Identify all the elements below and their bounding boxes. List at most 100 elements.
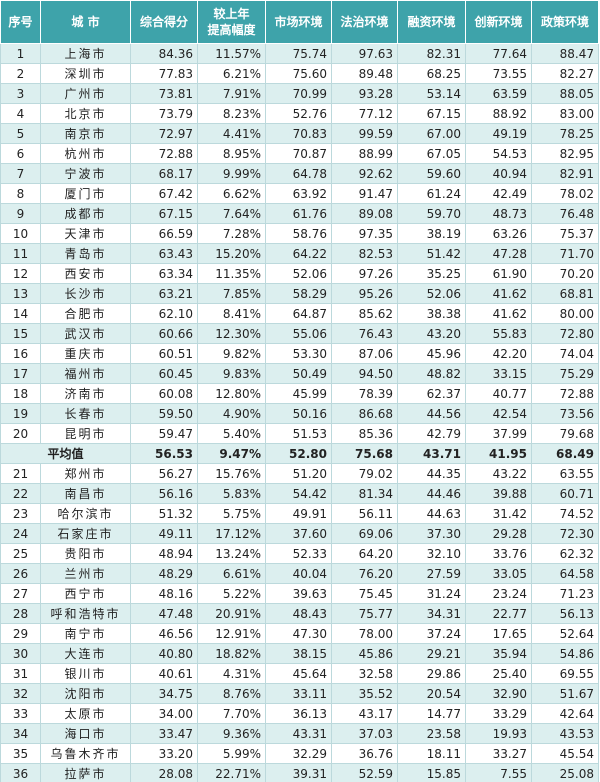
data-cell: 25.08 — [531, 763, 599, 782]
data-cell: 62.10 — [130, 303, 198, 324]
data-cell: 39.63 — [265, 583, 332, 604]
data-cell: 12.30% — [197, 323, 266, 344]
data-cell: 62.37 — [397, 383, 466, 404]
data-cell: 44.63 — [397, 503, 466, 524]
data-cell: 61.76 — [265, 203, 332, 224]
data-cell: 28.08 — [130, 763, 198, 782]
data-cell: 15.85 — [397, 763, 466, 782]
rank-cell: 20 — [0, 423, 41, 444]
rank-cell: 31 — [0, 663, 41, 684]
data-cell: 5.22% — [197, 583, 266, 604]
data-cell: 82.31 — [397, 43, 466, 64]
data-cell: 22.71% — [197, 763, 266, 782]
data-cell: 50.49 — [265, 363, 332, 384]
data-cell: 31.24 — [397, 583, 466, 604]
table-row: 11 青岛市 63.43 15.20% 64.22 82.53 51.42 47.28 71.7… — [0, 243, 599, 264]
table-row: 24 石家庄市 49.11 17.12% 37.60 69.06 37.30 29.28 72.… — [0, 523, 599, 544]
data-cell: 49.19 — [465, 123, 532, 144]
rank-cell: 15 — [0, 323, 41, 344]
data-cell: 75.68 — [331, 443, 398, 464]
table-row: 34 海口市 33.47 9.36% 43.31 37.03 23.58 19.93 43.53 — [0, 723, 599, 744]
data-cell: 77.83 — [130, 63, 198, 84]
data-cell: 61.24 — [397, 183, 466, 204]
data-cell: 7.85% — [197, 283, 266, 304]
data-cell: 45.99 — [265, 383, 332, 404]
data-cell: 63.26 — [465, 223, 532, 244]
data-cell: 42.79 — [397, 423, 466, 444]
table-row: 25 贵阳市 48.94 13.24% 52.33 64.20 32.10 33.76 62.3… — [0, 543, 599, 564]
data-cell: 43.17 — [331, 703, 398, 724]
data-cell: 54.86 — [531, 643, 599, 664]
data-cell: 8.23% — [197, 103, 266, 124]
rank-cell: 32 — [0, 683, 41, 704]
table-row: 30 大连市 40.80 18.82% 38.15 45.86 29.21 35.94 54.8… — [0, 643, 599, 664]
table-row: 35 乌鲁木齐市 33.20 5.99% 32.29 36.76 18.11 33.27 45.… — [0, 743, 599, 764]
data-cell: 25.40 — [465, 663, 532, 684]
data-cell: 武汉市 — [40, 323, 131, 344]
data-cell: 海口市 — [40, 723, 131, 744]
rank-cell: 23 — [0, 503, 41, 524]
data-cell: 85.36 — [331, 423, 398, 444]
data-cell: 75.45 — [331, 583, 398, 604]
rank-cell: 21 — [0, 463, 41, 484]
data-cell: 南昌市 — [40, 483, 131, 504]
data-cell: 5.40% — [197, 423, 266, 444]
data-cell: 72.80 — [531, 323, 599, 344]
data-cell: 70.20 — [531, 263, 599, 284]
data-cell: 40.94 — [465, 163, 532, 184]
data-cell: 济南市 — [40, 383, 131, 404]
data-cell: 33.15 — [465, 363, 532, 384]
table-row: 26 兰州市 48.29 6.61% 40.04 76.20 27.59 33.05 64.58 — [0, 563, 599, 584]
data-cell: 73.56 — [531, 403, 599, 424]
data-cell: 43.31 — [265, 723, 332, 744]
data-cell: 95.26 — [331, 283, 398, 304]
data-cell: 67.05 — [397, 143, 466, 164]
data-cell: 12.80% — [197, 383, 266, 404]
data-cell: 55.83 — [465, 323, 532, 344]
data-cell: 33.27 — [465, 743, 532, 764]
data-cell: 71.23 — [531, 583, 599, 604]
header-cell: 城 市 — [40, 0, 131, 44]
data-cell: 45.96 — [397, 343, 466, 364]
data-cell: 70.99 — [265, 83, 332, 104]
data-cell: 35.25 — [397, 263, 466, 284]
data-cell: 杭州市 — [40, 143, 131, 164]
header-cell: 序号 — [0, 0, 41, 44]
data-cell: 44.46 — [397, 483, 466, 504]
data-cell: 4.90% — [197, 403, 266, 424]
data-cell: 38.19 — [397, 223, 466, 244]
data-cell: 39.88 — [465, 483, 532, 504]
table-row: 29 南宁市 46.56 12.91% 47.30 78.00 37.24 17.65 52.6… — [0, 623, 599, 644]
rank-cell: 18 — [0, 383, 41, 404]
rank-cell: 12 — [0, 263, 41, 284]
data-cell: 83.00 — [531, 103, 599, 124]
data-cell: 5.83% — [197, 483, 266, 504]
data-cell: 88.47 — [531, 43, 599, 64]
data-cell: 82.91 — [531, 163, 599, 184]
data-cell: 63.92 — [265, 183, 332, 204]
data-cell: 40.04 — [265, 563, 332, 584]
rank-cell: 6 — [0, 143, 41, 164]
data-cell: 61.90 — [465, 263, 532, 284]
rank-cell: 7 — [0, 163, 41, 184]
table-row: 28 呼和浩特市 47.48 20.91% 48.43 75.77 34.31 22.77 56… — [0, 603, 599, 624]
data-cell: 54.42 — [265, 483, 332, 504]
data-cell: 福州市 — [40, 363, 131, 384]
data-cell: 8.41% — [197, 303, 266, 324]
data-cell: 42.54 — [465, 403, 532, 424]
data-cell: 67.15 — [130, 203, 198, 224]
data-cell: 29.28 — [465, 523, 532, 544]
data-cell: 64.87 — [265, 303, 332, 324]
data-cell: 60.71 — [531, 483, 599, 504]
data-cell: 48.43 — [265, 603, 332, 624]
data-cell: 20.54 — [397, 683, 466, 704]
data-cell: 97.35 — [331, 223, 398, 244]
data-cell: 7.55 — [465, 763, 532, 782]
table-row: 19 长春市 59.50 4.90% 50.16 86.68 44.56 42.54 73.56 — [0, 403, 599, 424]
table-row: 36 拉萨市 28.08 22.71% 39.31 52.59 15.85 7.55 25.08 — [0, 763, 599, 782]
data-cell: 42.49 — [465, 183, 532, 204]
data-cell: 66.59 — [130, 223, 198, 244]
data-cell: 17.12% — [197, 523, 266, 544]
data-cell: 32.10 — [397, 543, 466, 564]
